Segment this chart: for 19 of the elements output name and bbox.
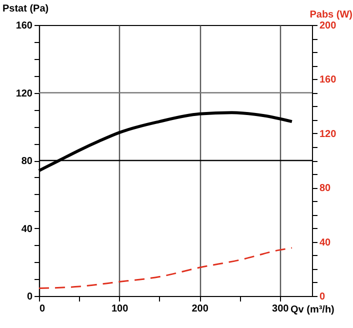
y-axis-title: Pstat (Pa) [2, 4, 49, 14]
x-tick-label: 0 [40, 304, 46, 314]
y2-axis-title: Pabs (W) [310, 10, 352, 20]
y2-tick-label: 80 [320, 183, 332, 194]
y2-tick-label: 200 [320, 20, 337, 32]
y2-tick-label: 40 [320, 237, 332, 248]
y-tick-label: 160 [16, 20, 33, 32]
x-axis-title: Qv (m³/h) [290, 304, 334, 316]
line-series [38, 247, 293, 290]
x-tick-label: 100 [111, 304, 129, 314]
y2-tick-label: 120 [320, 128, 337, 140]
y2-tick-label: 160 [320, 74, 337, 86]
y-tick-label: 80 [21, 156, 33, 167]
x-tick-label: 300 [272, 304, 290, 314]
y2-tick-label: 0 [320, 292, 326, 302]
y-tick-label: 120 [16, 88, 33, 100]
y-tick-label: 0 [26, 292, 33, 302]
y-tick-label: 40 [21, 224, 33, 235]
x-tick-label: 200 [192, 304, 209, 314]
